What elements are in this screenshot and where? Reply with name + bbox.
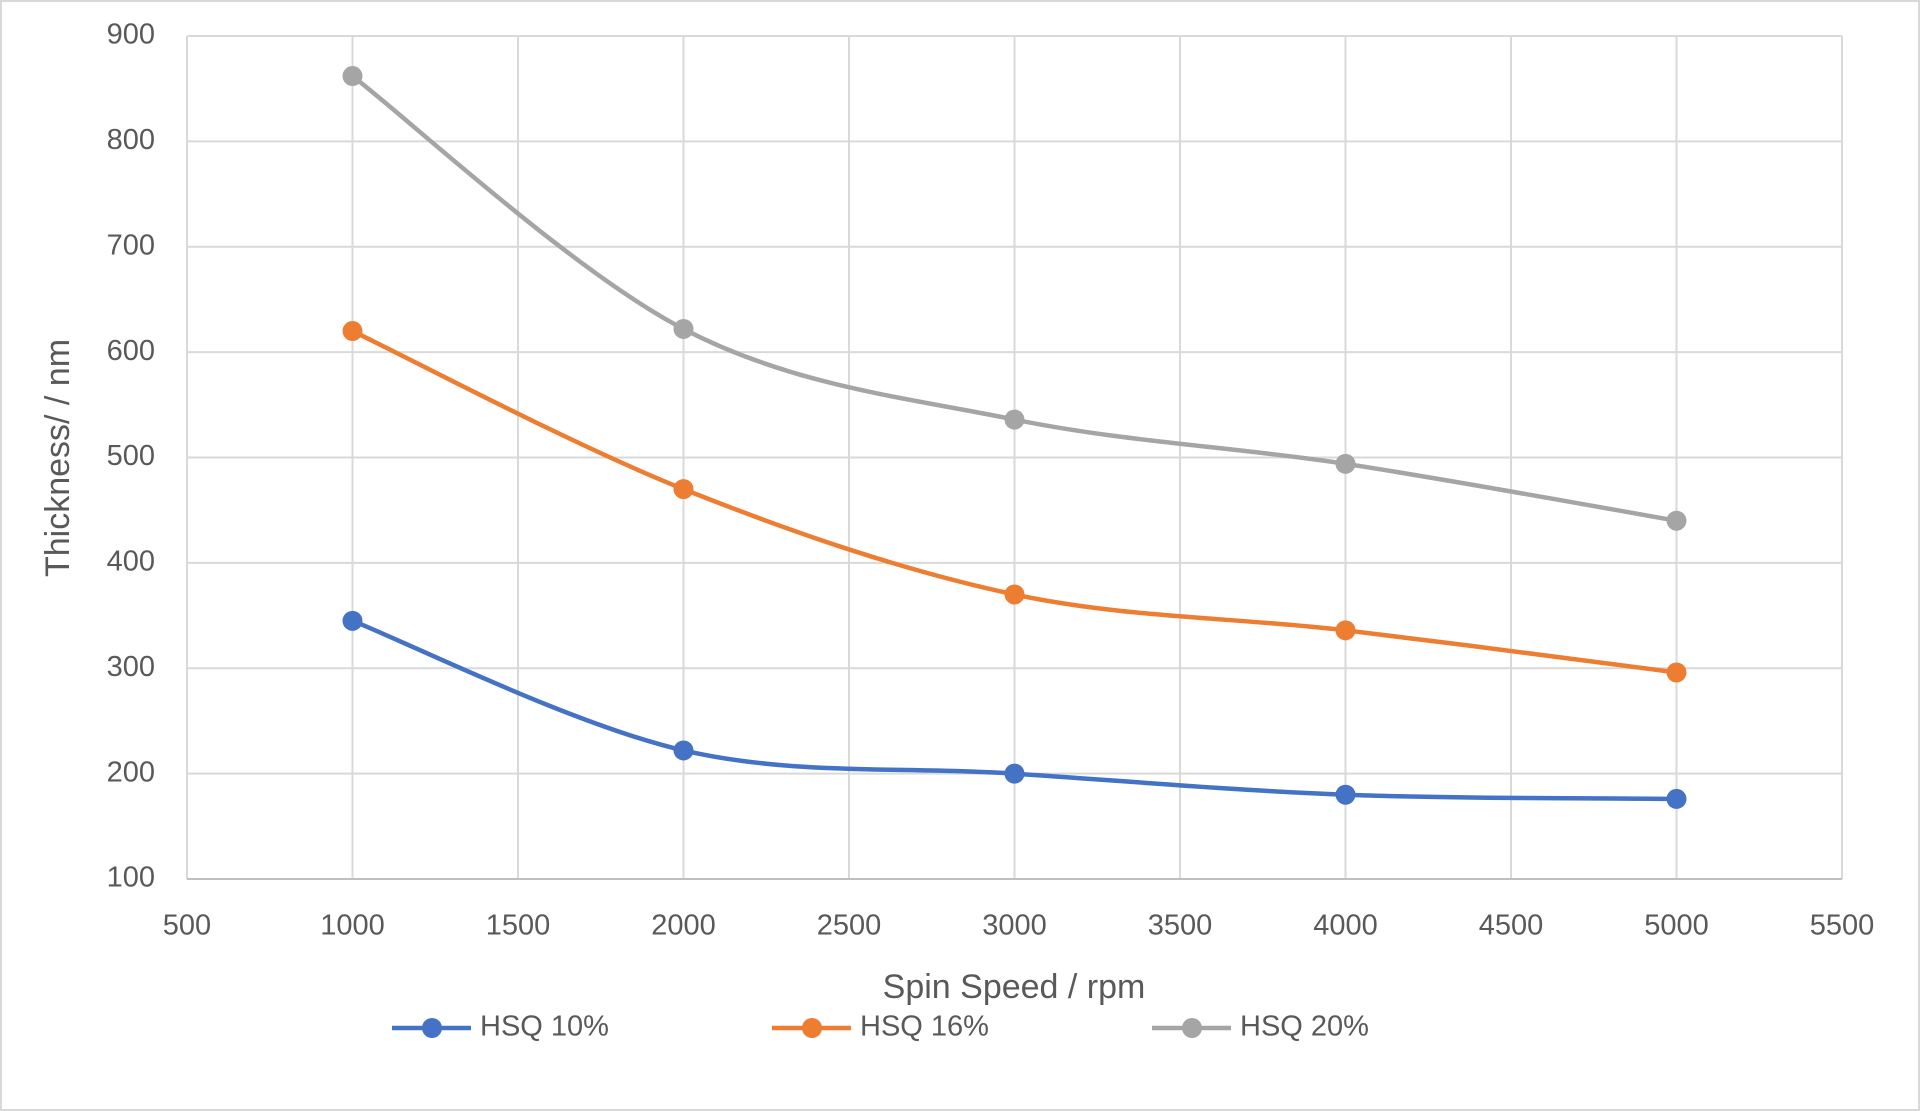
legend-marker [422,1018,442,1038]
data-point [1666,510,1687,531]
x-tick-label: 1500 [486,910,551,942]
y-tick-label: 600 [107,335,155,367]
data-point [673,318,694,339]
data-point [342,610,363,631]
legend-marker [802,1018,822,1038]
data-point [1004,584,1025,605]
x-tick-label: 1000 [320,910,385,942]
y-tick-label: 200 [107,756,155,788]
data-point [1335,620,1356,641]
legend-marker [1182,1018,1202,1038]
data-point [342,66,363,87]
x-tick-label: 4500 [1479,910,1544,942]
y-tick-label: 700 [107,229,155,261]
legend-label: HSQ 16% [860,1011,989,1043]
data-point [342,321,363,342]
y-tick-label: 400 [107,546,155,578]
y-tick-label: 800 [107,124,155,156]
legend-label: HSQ 10% [480,1011,609,1043]
y-axis-title: Thickness/ / nm [39,339,77,577]
data-point [673,740,694,761]
x-tick-label: 2500 [817,910,882,942]
data-point [1666,788,1687,809]
x-tick-label: 5000 [1644,910,1709,942]
data-point [1666,662,1687,683]
x-tick-label: 2000 [651,910,716,942]
y-tick-label: 300 [107,651,155,683]
y-tick-label: 100 [107,862,155,894]
x-tick-label: 5500 [1810,910,1875,942]
y-tick-label: 900 [107,19,155,51]
x-tick-label: 4000 [1313,910,1378,942]
legend-label: HSQ 20% [1240,1011,1369,1043]
data-point [673,479,694,500]
y-tick-label: 500 [107,440,155,472]
x-axis-title: Spin Speed / rpm [883,968,1146,1006]
x-tick-label: 500 [163,910,211,942]
data-point [1335,453,1356,474]
data-point [1004,409,1025,430]
data-point [1004,763,1025,784]
x-tick-label: 3000 [982,910,1047,942]
data-point [1335,784,1356,805]
x-tick-label: 3500 [1148,910,1213,942]
